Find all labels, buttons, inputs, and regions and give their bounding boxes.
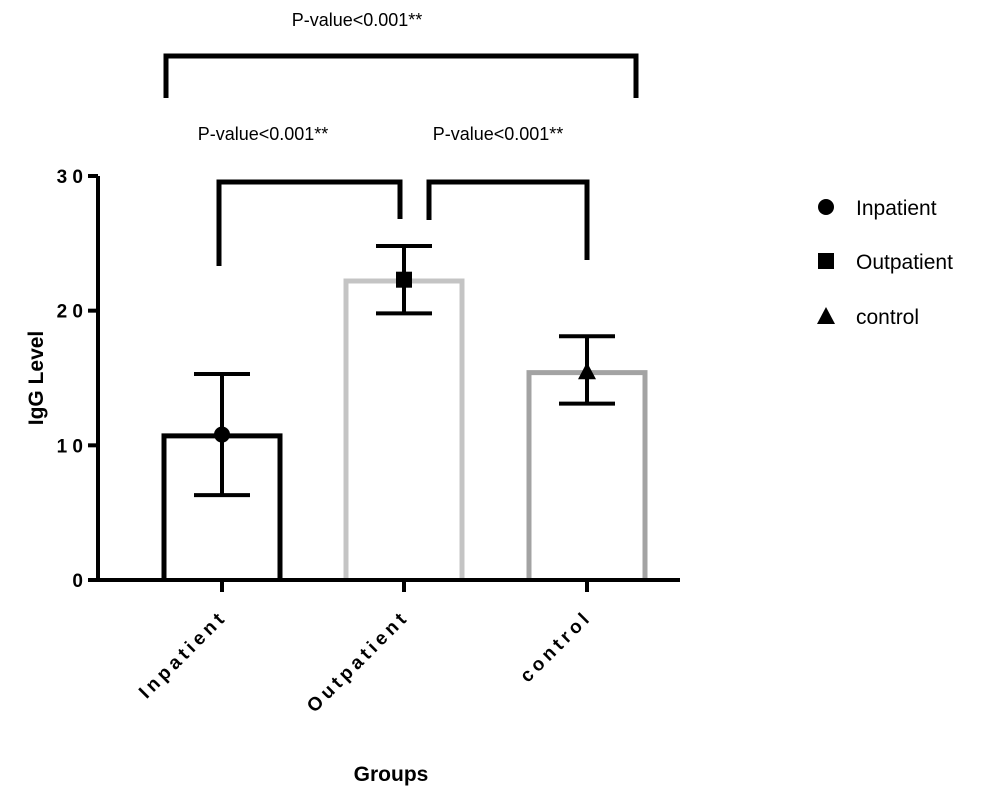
y-tick-label: 2 0	[57, 302, 83, 323]
legend-marker-inpatient	[818, 199, 834, 215]
x-tick-label: Outpatient	[303, 607, 413, 717]
legend-label-inpatient: Inpatient	[856, 197, 937, 220]
significance-bracket-3	[163, 53, 639, 98]
significance-label-1: P-value<0.001**	[198, 124, 329, 144]
significance-bracket-2	[426, 179, 590, 260]
significance-bracket-1	[216, 179, 403, 266]
legend-label-control: control	[856, 306, 919, 329]
legend-marker-control	[817, 307, 835, 324]
x-tick-label: control	[516, 607, 596, 687]
legend-marker-outpatient	[818, 253, 834, 269]
y-tick-label: 1 0	[57, 436, 83, 457]
mean-marker-control	[578, 362, 596, 380]
y-tick-label: 3 0	[57, 167, 83, 188]
mean-marker-outpatient	[396, 271, 412, 288]
significance-label-2: P-value<0.001**	[433, 124, 564, 144]
x-axis-title: Groups	[354, 763, 429, 786]
mean-marker-inpatient	[214, 426, 230, 443]
x-tick-label: Inpatient	[135, 607, 231, 703]
y-axis-title: IgG Level	[25, 331, 48, 426]
y-tick-label: 0	[72, 571, 83, 592]
legend-label-outpatient: Outpatient	[856, 251, 953, 274]
bar-outpatient	[343, 278, 465, 578]
significance-label-3: P-value<0.001**	[292, 10, 423, 30]
